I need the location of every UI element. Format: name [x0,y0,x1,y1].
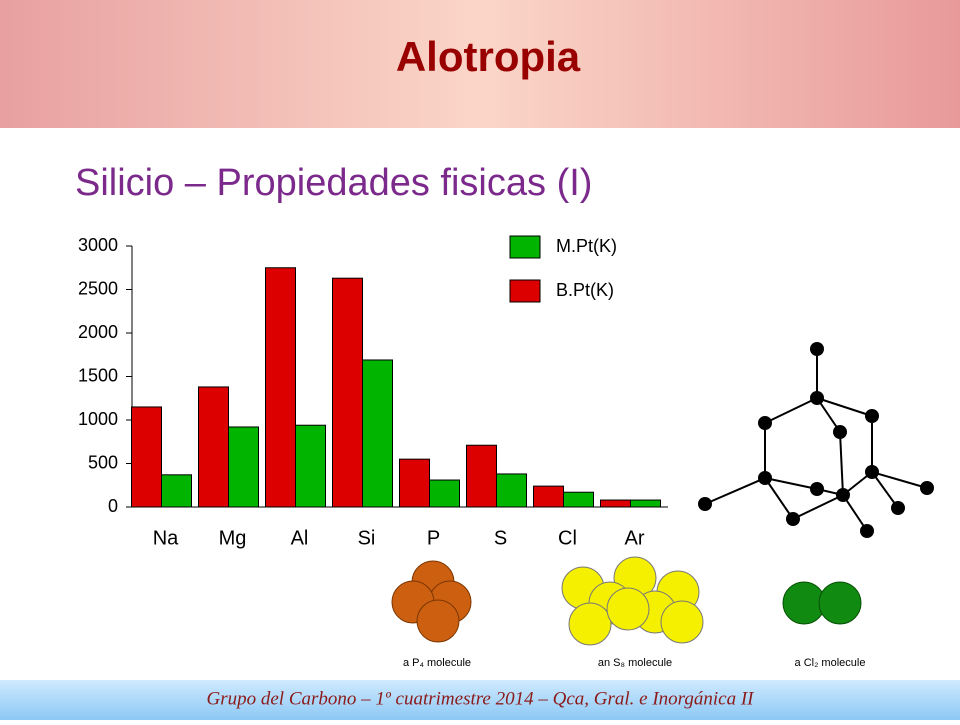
y-tick-label: 1000 [78,409,118,429]
y-tick-label: 3000 [78,235,118,255]
bar [399,458,430,508]
x-tick-label: Cl [558,527,577,549]
lattice [704,349,928,532]
molecule-label: a P₄ molecule [403,657,471,669]
x-tick-label: Mg [219,527,247,549]
molecule-label: a Cl₂ molecule [795,657,866,669]
x-tick-label: Si [358,527,376,549]
bar [630,499,661,508]
y-tick-label: 1500 [78,365,118,385]
slide-title: Alotropia [396,33,581,80]
legend-swatch [509,235,541,259]
bar [228,426,259,508]
bar [295,424,326,508]
legend-label: M.Pt(K) [556,236,617,256]
cl2-model [782,581,862,625]
p4-model [391,560,472,643]
y-tick-label: 0 [108,496,118,516]
bar [161,474,192,508]
lattice-atoms [698,342,934,538]
x-tick-label: P [427,527,440,549]
header-band [0,0,960,128]
x-tick-label: Na [153,527,179,549]
bar [362,359,393,508]
x-tick-label: Ar [625,527,645,549]
s8-model [561,556,704,646]
bar [600,499,631,508]
chart: 0 500 1000 1500 2000 2500 3000 Na Mg Al Si P S Cl Ar M.… [78,235,668,549]
bar [496,473,527,508]
bar [466,444,497,508]
bar [563,491,594,508]
y-tick-label: 2000 [78,322,118,342]
bar [429,479,460,508]
subtitle: Silicio – Propiedades fisicas (I) [75,162,592,204]
bar [265,267,296,508]
legend-swatch [509,279,541,303]
y-tick-label: 2500 [78,278,118,298]
x-tick-label: Al [291,527,309,549]
bar [533,485,564,508]
x-tick-label: S [494,527,507,549]
bar [131,406,162,508]
bar [198,386,229,508]
y-tick-label: 500 [88,452,118,472]
footer-band [0,680,960,720]
footer: Grupo del Carbono – 1º cuatrimestre 2014… [207,688,756,709]
legend-label: B.Pt(K) [556,280,614,300]
molecule-label: an S₈ molecule [598,657,672,669]
bar [332,277,363,508]
